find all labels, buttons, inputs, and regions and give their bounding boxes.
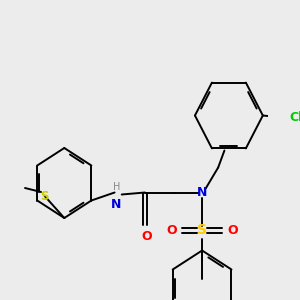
Text: N: N (111, 197, 122, 211)
Text: S: S (40, 190, 49, 202)
Text: O: O (167, 224, 177, 237)
Text: S: S (197, 224, 207, 238)
Text: Cl: Cl (290, 111, 300, 124)
Text: O: O (141, 230, 152, 244)
Text: O: O (227, 224, 238, 237)
Text: H: H (113, 182, 120, 191)
Text: N: N (197, 186, 207, 199)
